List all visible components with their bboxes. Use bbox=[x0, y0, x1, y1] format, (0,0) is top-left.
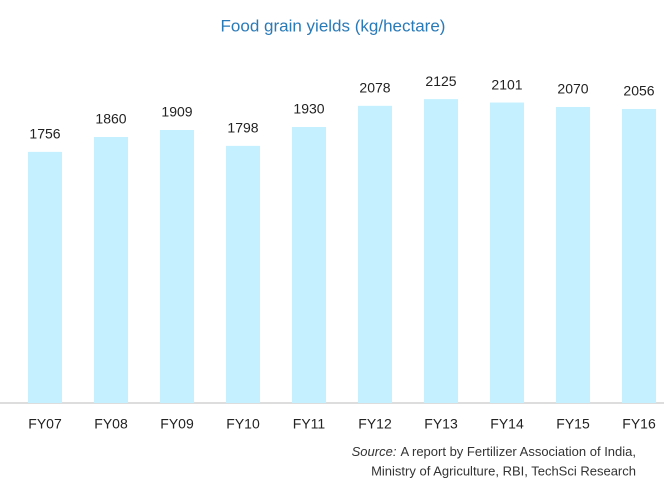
value-label: 2125 bbox=[425, 73, 456, 89]
x-tick-label: FY09 bbox=[160, 416, 194, 432]
bar bbox=[358, 105, 392, 403]
bar bbox=[622, 108, 656, 403]
bar bbox=[28, 151, 62, 403]
x-tick-label: FY08 bbox=[94, 416, 128, 432]
bar bbox=[292, 127, 326, 403]
x-tick-label: FY14 bbox=[490, 416, 524, 432]
bar bbox=[226, 145, 260, 404]
source-line: Source: A report by Fertilizer Associatio… bbox=[352, 444, 636, 459]
value-label: 2101 bbox=[491, 76, 522, 92]
value-label: 1930 bbox=[293, 101, 324, 117]
bar bbox=[556, 106, 590, 404]
x-tick-label: FY12 bbox=[358, 416, 392, 432]
bar bbox=[94, 137, 128, 403]
x-tick-label: FY16 bbox=[622, 416, 656, 432]
bar bbox=[490, 102, 524, 403]
source-label: Source: bbox=[352, 444, 397, 459]
value-label: 2070 bbox=[557, 81, 588, 97]
x-tick-label: FY11 bbox=[293, 416, 326, 432]
value-label: 1798 bbox=[227, 120, 258, 136]
value-label: 1756 bbox=[29, 126, 60, 142]
chart-title: Food grain yields (kg/hectare) bbox=[221, 16, 446, 35]
value-label: 1909 bbox=[161, 104, 192, 120]
bar bbox=[160, 130, 194, 403]
x-tick-label: FY15 bbox=[556, 416, 590, 432]
value-label: 1860 bbox=[95, 111, 126, 127]
value-label: 2078 bbox=[359, 80, 390, 96]
x-tick-label: FY13 bbox=[424, 416, 458, 432]
source-text: A report by Fertilizer Association of In… bbox=[400, 444, 636, 459]
x-tick-label: FY10 bbox=[226, 416, 260, 432]
value-label: 2056 bbox=[623, 83, 654, 99]
source-text: Ministry of Agriculture, RBI, TechSci Re… bbox=[371, 463, 636, 478]
x-tick-label: FY07 bbox=[28, 416, 62, 432]
bar bbox=[424, 99, 458, 403]
